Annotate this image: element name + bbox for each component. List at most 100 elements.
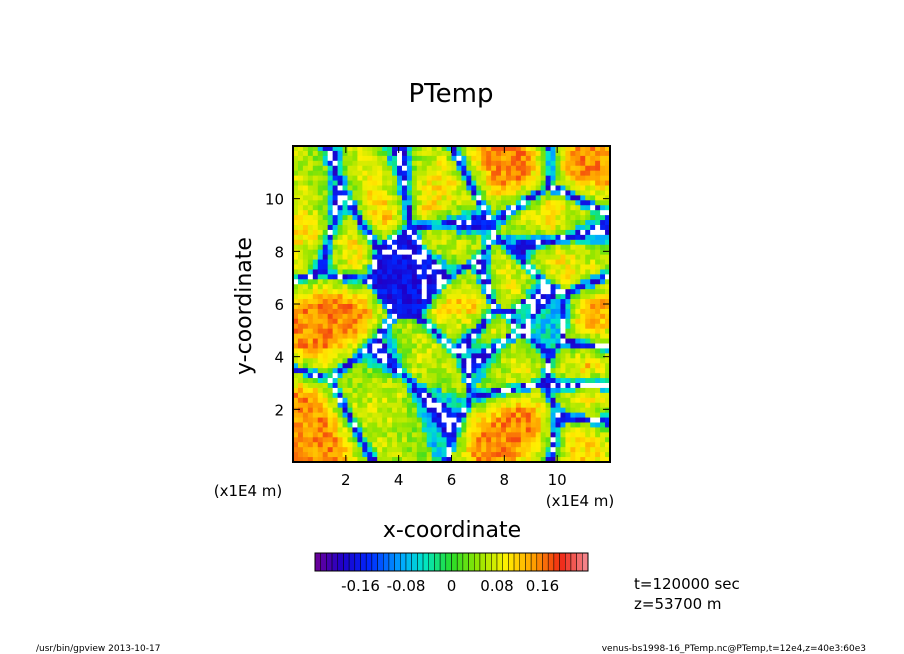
heatmap-cell xyxy=(565,234,571,241)
heatmap-cell xyxy=(476,215,482,221)
heatmap-cell xyxy=(481,452,487,458)
heatmap-cell xyxy=(575,308,581,315)
heatmap-cell xyxy=(466,437,472,443)
heatmap-cell xyxy=(362,225,368,231)
heatmap-cell xyxy=(550,338,556,344)
heatmap-cell xyxy=(535,417,542,423)
heatmap-cell xyxy=(352,422,358,428)
heatmap-cell xyxy=(451,348,457,354)
heatmap-cell xyxy=(406,422,413,428)
heatmap-cell xyxy=(501,358,507,364)
heatmap-cell xyxy=(337,200,343,206)
heatmap-cell xyxy=(416,299,423,305)
heatmap-cell xyxy=(456,294,462,300)
heatmap-cell xyxy=(515,284,522,290)
heatmap-cell xyxy=(392,234,398,241)
heatmap-cell xyxy=(491,417,497,423)
heatmap-cell xyxy=(456,412,462,418)
heatmap-cell xyxy=(416,318,423,325)
heatmap-cell xyxy=(471,200,477,206)
heatmap-cell xyxy=(377,284,383,290)
colorbar-swatch xyxy=(383,552,390,572)
heatmap-cell xyxy=(605,328,611,335)
heatmap-cell xyxy=(307,442,314,448)
heatmap-cell xyxy=(580,412,586,418)
heatmap-cell xyxy=(565,239,571,246)
heatmap-cell xyxy=(560,432,566,438)
heatmap-cell xyxy=(426,220,433,226)
heatmap-cell xyxy=(312,269,319,275)
heatmap-cell xyxy=(322,363,329,369)
heatmap-cell xyxy=(302,422,309,428)
heatmap-cell xyxy=(590,402,596,409)
heatmap-cell xyxy=(530,175,537,181)
heatmap-cell xyxy=(426,442,433,448)
heatmap-cell xyxy=(362,146,368,152)
heatmap-cell xyxy=(446,299,452,305)
heatmap-cell xyxy=(372,220,378,226)
heatmap-cell xyxy=(471,308,477,315)
heatmap-cell xyxy=(322,254,329,260)
heatmap-cell xyxy=(565,437,571,443)
heatmap-cell xyxy=(476,259,482,265)
heatmap-cell xyxy=(441,412,447,418)
heatmap-cell xyxy=(367,289,373,295)
heatmap-cell xyxy=(431,279,438,285)
heatmap-cell xyxy=(510,368,517,374)
heatmap-cell xyxy=(471,289,477,295)
heatmap-cell xyxy=(392,447,398,453)
heatmap-cell xyxy=(302,200,309,206)
heatmap-cell xyxy=(342,244,348,251)
heatmap-cell xyxy=(362,368,368,374)
heatmap-cell xyxy=(387,323,393,330)
heatmap-cell xyxy=(496,170,502,177)
heatmap-cell xyxy=(520,383,527,389)
heatmap-cell xyxy=(317,378,324,384)
heatmap-cell xyxy=(510,234,517,241)
heatmap-cell xyxy=(505,407,512,414)
heatmap-cell xyxy=(397,308,403,315)
heatmap-cell xyxy=(456,225,462,231)
heatmap-cell xyxy=(605,308,611,315)
heatmap-cell xyxy=(530,368,537,374)
colorbar-swatch xyxy=(326,552,333,572)
heatmap-cell xyxy=(595,146,601,152)
heatmap-cell xyxy=(476,180,482,186)
heatmap-cell xyxy=(510,205,517,211)
heatmap-cell xyxy=(570,348,576,354)
heatmap-cell xyxy=(337,259,343,265)
heatmap-cell xyxy=(555,348,561,354)
heatmap-cell xyxy=(302,308,309,315)
heatmap-cell xyxy=(332,269,338,275)
heatmap-cell xyxy=(550,343,556,349)
heatmap-cell xyxy=(293,368,299,374)
heatmap-cell xyxy=(392,259,398,265)
heatmap-cell xyxy=(362,457,368,463)
heatmap-cell xyxy=(342,160,348,167)
heatmap-cell xyxy=(550,225,556,231)
heatmap-cell xyxy=(357,333,363,339)
heatmap-cell xyxy=(525,368,532,374)
heatmap-cell xyxy=(436,279,442,285)
heatmap-cell xyxy=(293,318,299,325)
heatmap-cell xyxy=(387,457,393,463)
heatmap-cell xyxy=(312,387,319,394)
heatmap-cell xyxy=(441,308,447,315)
heatmap-cell xyxy=(352,392,358,399)
heatmap-cell xyxy=(337,150,343,157)
heatmap-cell xyxy=(550,437,556,443)
heatmap-cell xyxy=(367,249,373,256)
heatmap-cell xyxy=(387,422,393,428)
heatmap-cell xyxy=(476,407,482,414)
heatmap-cell xyxy=(491,432,497,438)
heatmap-cell xyxy=(401,279,408,285)
heatmap-cell xyxy=(471,378,477,384)
heatmap-cell xyxy=(535,363,542,369)
heatmap-cell xyxy=(426,190,433,196)
heatmap-cell xyxy=(560,220,566,226)
heatmap-cell xyxy=(560,397,566,404)
heatmap-cell xyxy=(550,392,556,399)
heatmap-cell xyxy=(451,299,457,305)
heatmap-cell xyxy=(431,353,438,359)
heatmap-cell xyxy=(342,239,348,246)
